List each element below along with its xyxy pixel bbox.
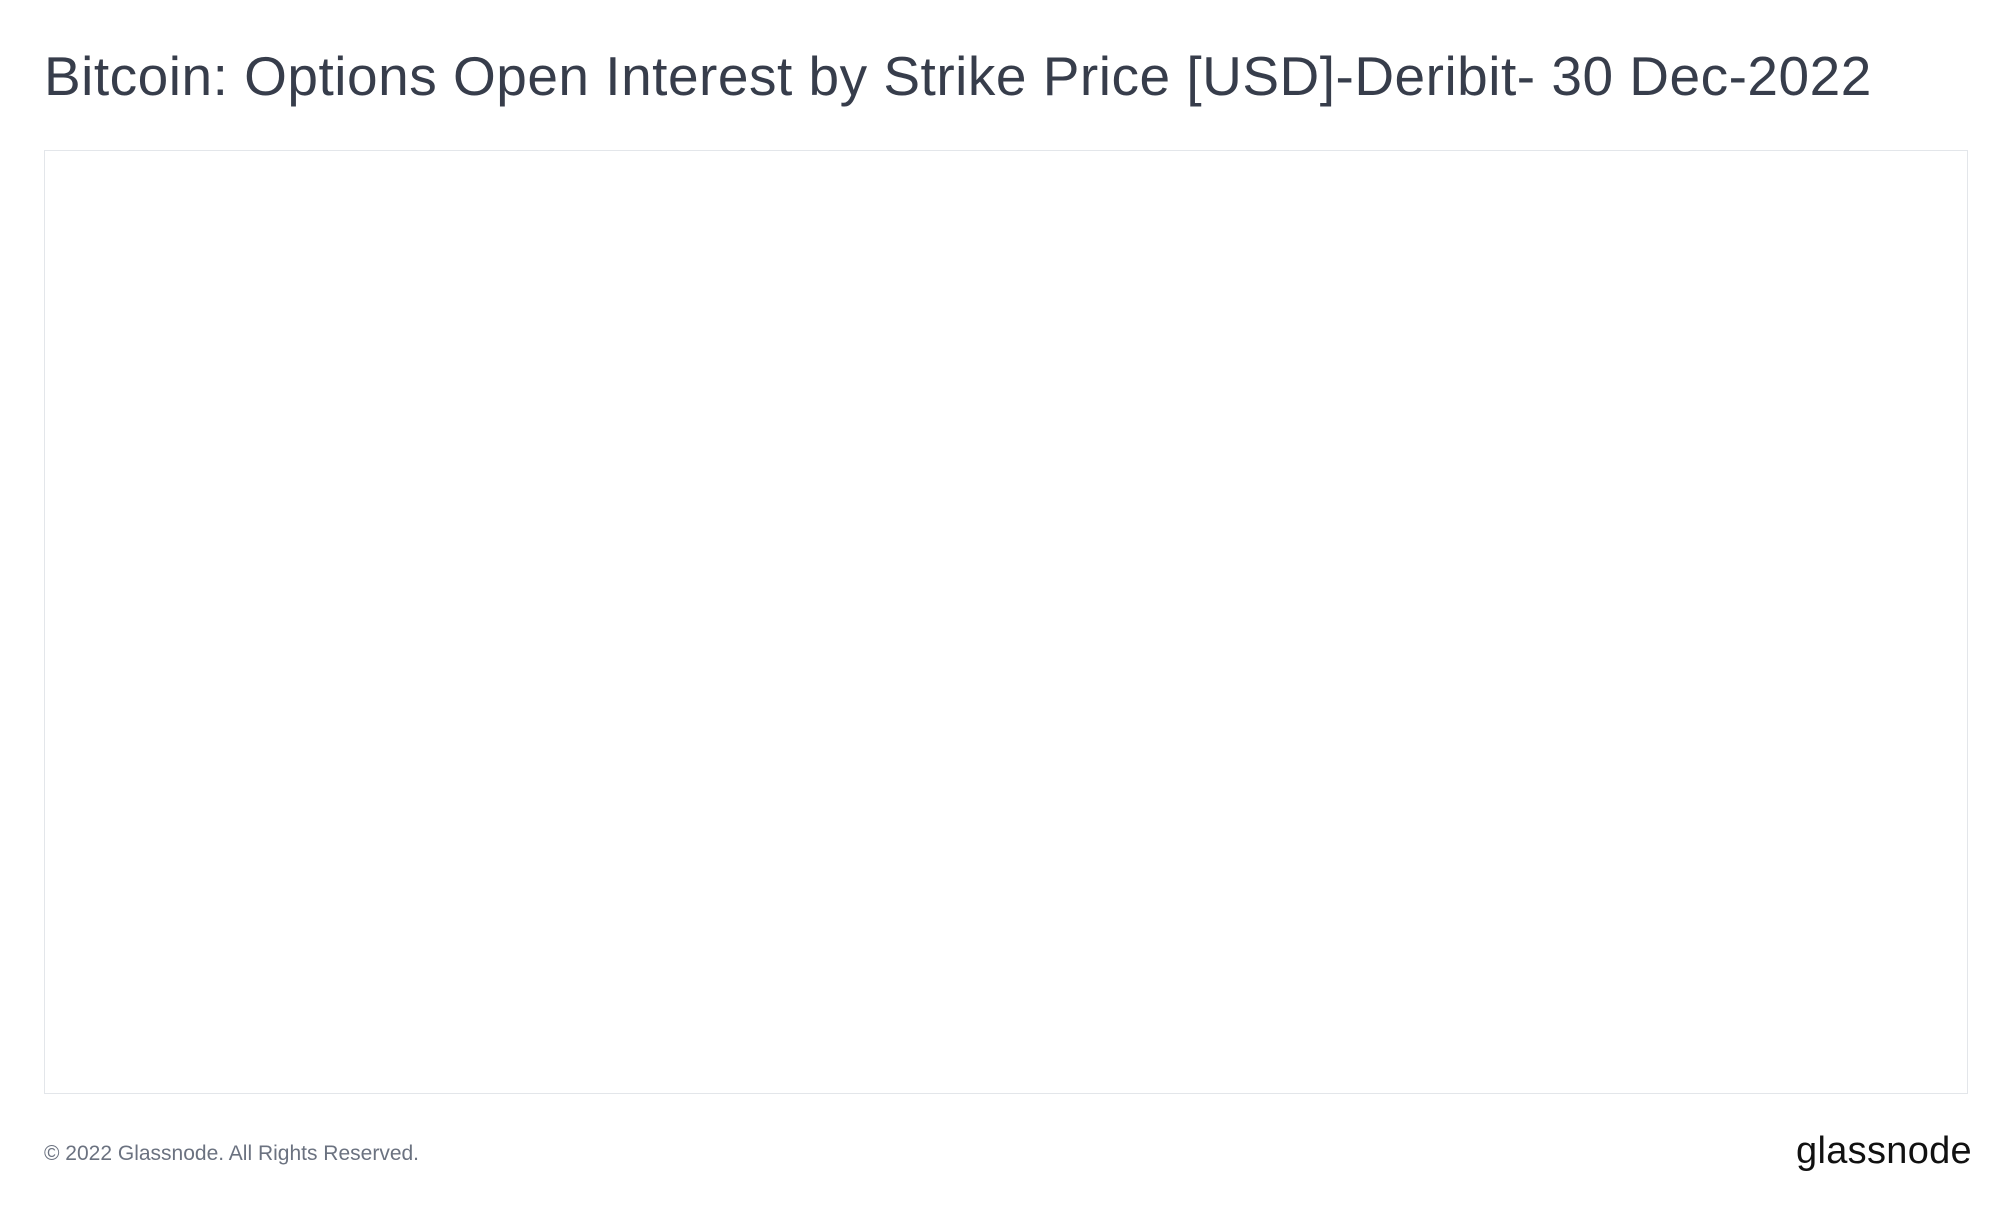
chart-frame	[44, 150, 1968, 1094]
page-title: Bitcoin: Options Open Interest by Strike…	[44, 45, 1872, 107]
glassnode-logo: glassnode	[1796, 1130, 1972, 1172]
copyright-text: © 2022 Glassnode. All Rights Reserved.	[44, 1142, 420, 1165]
options-oi-bar-chart	[45, 151, 1969, 1095]
